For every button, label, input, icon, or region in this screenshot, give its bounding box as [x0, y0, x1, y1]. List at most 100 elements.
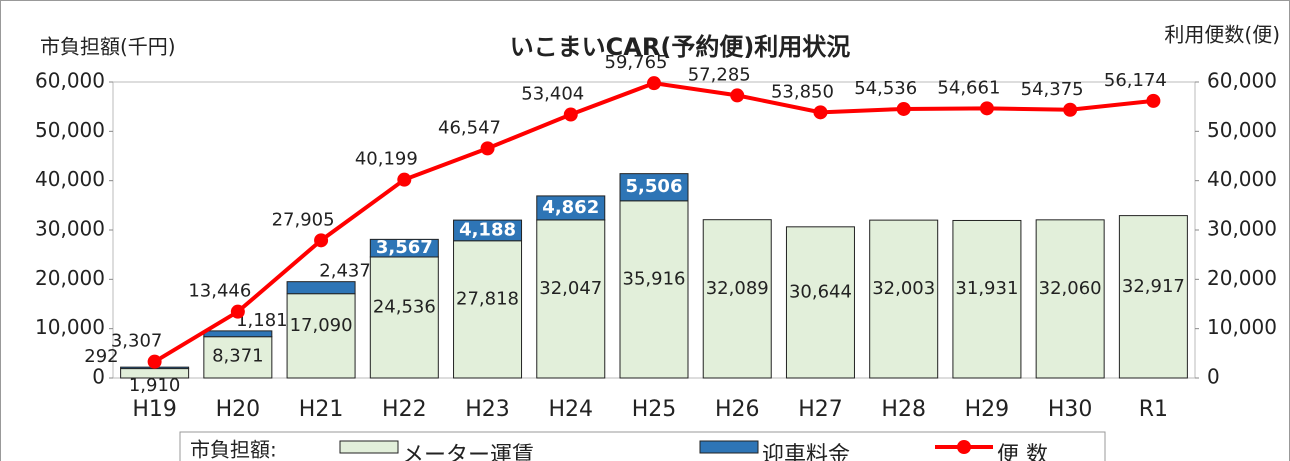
x-tick-label: H26 [715, 397, 760, 422]
bar-segment [203, 336, 273, 379]
line-point [147, 354, 162, 369]
data-label: 1,910 [129, 375, 181, 396]
y-tick-label: 60,000 [35, 69, 105, 93]
y-tick-label: 0 [92, 365, 105, 389]
data-label: 5,506 [626, 176, 683, 197]
bar-segment [702, 219, 772, 379]
bar-segment [619, 173, 689, 202]
bar-segment [536, 195, 606, 221]
bar-segment [286, 281, 356, 295]
line-point [1063, 102, 1078, 117]
data-label: 32,917 [1122, 276, 1185, 297]
line-point [1146, 93, 1161, 108]
bar-segment [785, 226, 855, 379]
bar-segment [1035, 219, 1105, 379]
y2-tick-label: 40,000 [1207, 167, 1277, 191]
data-label: 53,404 [521, 84, 584, 105]
x-tick-label: H21 [299, 397, 344, 422]
legend-title: 市負担額: [190, 438, 277, 461]
data-label: 57,285 [688, 64, 751, 85]
x-tick-label: H22 [382, 397, 427, 422]
data-label: 3,567 [376, 237, 433, 258]
y-tick-label: 50,000 [35, 118, 105, 142]
legend-swatch [339, 440, 399, 454]
x-tick-label: H28 [881, 397, 926, 422]
data-label: 27,818 [456, 288, 519, 309]
data-label: 17,090 [290, 315, 353, 336]
data-label: 53,850 [771, 81, 834, 102]
legend-swatch [957, 440, 971, 454]
y2-tick-label: 50,000 [1207, 118, 1277, 142]
data-label: 54,661 [937, 77, 1000, 98]
line-point [480, 141, 495, 156]
y2-tick-label: 0 [1207, 365, 1220, 389]
data-label: 32,047 [539, 278, 602, 299]
x-tick-label: H24 [548, 397, 593, 422]
data-label: 30,644 [789, 281, 852, 302]
x-tick-label: H27 [798, 397, 843, 422]
data-label: 13,446 [188, 281, 251, 302]
data-label: 35,916 [623, 268, 686, 289]
line-point [397, 172, 412, 187]
data-label: 40,199 [355, 149, 418, 170]
data-label: 56,174 [1104, 70, 1167, 91]
bar-segment [369, 238, 439, 258]
bar-segment [203, 330, 273, 338]
data-label: 292 [84, 346, 118, 367]
bar-segment [869, 219, 939, 379]
line-point [813, 105, 828, 120]
data-label: 54,375 [1021, 79, 1084, 100]
data-label: 4,862 [542, 197, 599, 218]
x-tick-label: H25 [632, 397, 677, 422]
y-tick-label: 30,000 [35, 217, 105, 241]
legend-label: 迎車料金 [762, 443, 850, 461]
bar-segment [286, 293, 356, 379]
legend-swatch [699, 440, 759, 454]
x-tick-label: R1 [1139, 397, 1168, 422]
y2-tick-label: 60,000 [1207, 69, 1277, 93]
x-tick-label: H20 [216, 397, 261, 422]
bar-segment [453, 219, 523, 242]
line-point [230, 304, 245, 319]
data-label: 2,437 [319, 261, 371, 282]
x-tick-label: H30 [1048, 397, 1093, 422]
data-label: 24,536 [373, 296, 436, 317]
line-point [979, 101, 994, 116]
data-label: 32,060 [1039, 278, 1102, 299]
line-point [896, 101, 911, 116]
y2-tick-label: 30,000 [1207, 217, 1277, 241]
y2-axis-label: 利用便数(便) [1164, 23, 1280, 47]
data-label: 32,089 [706, 278, 769, 299]
y2-tick-label: 10,000 [1207, 315, 1277, 339]
data-label: 27,905 [272, 209, 335, 230]
data-label: 4,188 [459, 219, 516, 240]
bar-segment [1118, 215, 1188, 379]
line-point [647, 76, 661, 91]
bar-segment [369, 256, 439, 379]
data-label: 32,003 [872, 278, 935, 299]
bar-segment [536, 219, 606, 379]
data-label: 3,307 [111, 331, 163, 352]
line-point [563, 107, 578, 122]
x-tick-label: H23 [465, 397, 510, 422]
data-label: 8,371 [212, 346, 264, 367]
y-tick-label: 20,000 [35, 266, 105, 290]
y-tick-label: 10,000 [35, 315, 105, 339]
line-point [730, 88, 745, 103]
x-tick-label: H19 [132, 397, 177, 422]
bar-segment [952, 219, 1022, 379]
y-axis-label: 市負担額(千円) [40, 35, 176, 59]
x-tick-label: H29 [965, 397, 1010, 422]
data-label: 31,931 [955, 278, 1018, 299]
legend-label: 便 数 [997, 443, 1048, 461]
data-label: 46,547 [438, 117, 501, 138]
y-tick-label: 40,000 [35, 167, 105, 191]
chart-title: いこまいCAR(予約便)利用状況 [510, 33, 851, 61]
data-label: 54,536 [854, 78, 917, 99]
data-label: 59,765 [605, 52, 668, 73]
legend-label: メーター運賃 [402, 443, 534, 461]
data-label: 1,181 [236, 310, 288, 331]
y2-tick-label: 20,000 [1207, 266, 1277, 290]
bar-segment [619, 200, 689, 379]
